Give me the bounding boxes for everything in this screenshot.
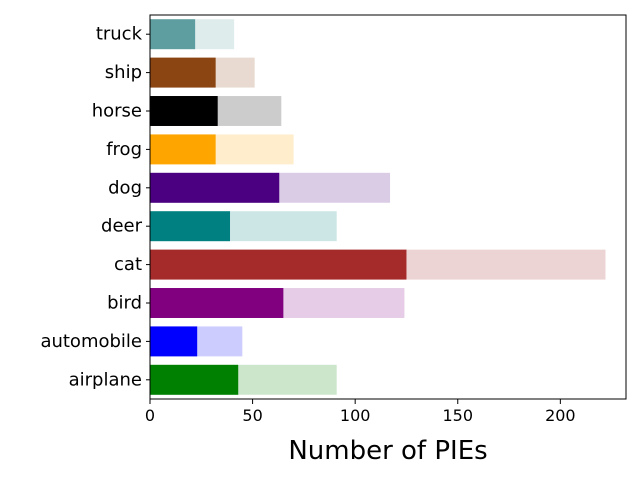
category-labels: airplane automobile bird cat deer dog frog hors…: [40, 24, 150, 390]
y-tick-label-automobile: automobile: [40, 331, 142, 352]
x-tick-label-150: 150: [442, 406, 473, 425]
y-tick-label-deer: deer: [101, 216, 143, 237]
y-tick-label-frog: frog: [106, 139, 142, 160]
x-tick-label-0: 0: [145, 406, 155, 425]
bar-pie-horse: [150, 96, 218, 126]
y-tick-label-truck: truck: [96, 24, 143, 45]
bar-pie-airplane: [150, 364, 239, 395]
y-tick-label-bird: bird: [107, 293, 142, 314]
x-axis-ticks: 0 50 100 150 200: [145, 399, 576, 425]
y-tick-label-cat: cat: [114, 254, 142, 275]
x-tick-label-50: 50: [242, 406, 262, 425]
bar-pie-frog: [150, 134, 216, 165]
bar-pie-dog: [150, 172, 280, 203]
x-tick-label-100: 100: [340, 406, 371, 425]
x-tick-label-200: 200: [545, 406, 576, 425]
y-tick-label-ship: ship: [105, 62, 142, 83]
bar-pie-truck: [150, 19, 196, 50]
y-tick-label-dog: dog: [108, 177, 142, 198]
y-tick-label-airplane: airplane: [69, 369, 142, 390]
bars-group: [150, 19, 606, 395]
bar-pie-deer: [150, 211, 231, 242]
y-tick-label-horse: horse: [92, 101, 142, 122]
plot-frame: [149, 14, 627, 400]
bar-pie-bird: [150, 288, 284, 318]
bar-pie-ship: [150, 57, 216, 88]
bar-pie-cat: [150, 249, 407, 280]
bar-pie-automobile: [150, 326, 198, 357]
x-axis-title: Number of PIEs: [288, 436, 487, 466]
